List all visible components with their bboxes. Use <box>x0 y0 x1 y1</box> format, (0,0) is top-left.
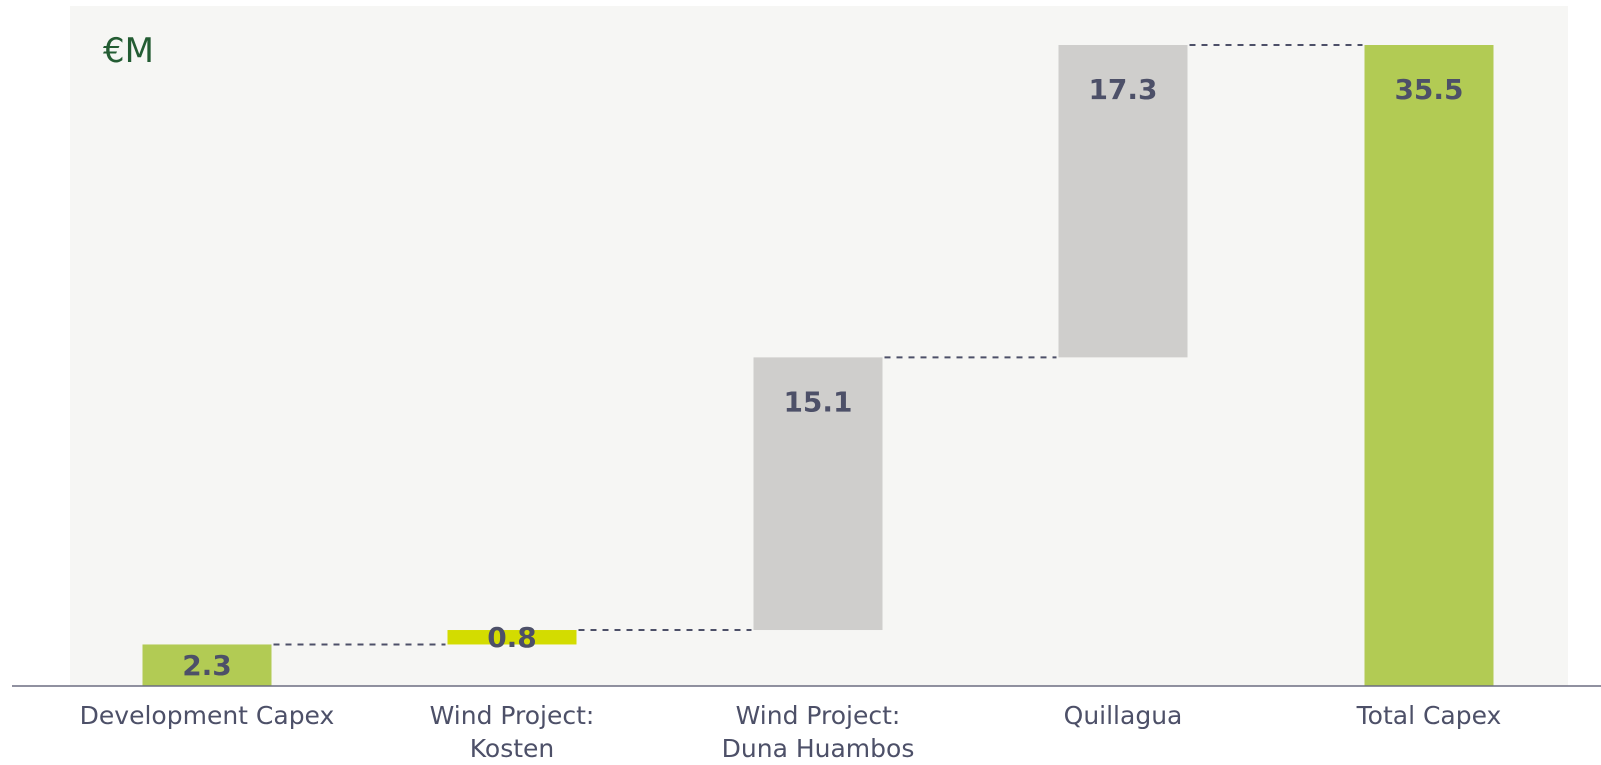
value-label-2: 0.8 <box>487 621 537 654</box>
value-label-1: 2.3 <box>182 649 232 682</box>
unit-label: €M <box>103 31 154 71</box>
bars <box>142 45 1494 686</box>
category-label-3-line-1: Wind Project: <box>736 701 901 730</box>
value-labels: 2.3 0.8 15.1 17.3 35.5 <box>182 73 1463 682</box>
value-label-5: 35.5 <box>1394 73 1463 106</box>
category-label-2-line-1: Wind Project: <box>430 701 595 730</box>
bar-2 <box>447 630 577 645</box>
category-label-5-line-1: Total Capex <box>1356 701 1502 730</box>
category-label-2-line-2: Kosten <box>470 734 555 763</box>
value-label-3: 15.1 <box>783 385 852 418</box>
category-label-1-line-1: Development Capex <box>80 701 335 730</box>
bar-5 <box>1364 45 1494 686</box>
category-label-4-line-1: Quillagua <box>1064 701 1183 730</box>
category-label-3-line-2: Duna Huambos <box>722 734 915 763</box>
category-labels: Development Capex Wind Project: Kosten Wind… <box>80 701 1502 763</box>
bar-1 <box>142 644 272 686</box>
bar-3 <box>753 357 883 631</box>
bar-4 <box>1058 45 1188 358</box>
value-label-4: 17.3 <box>1088 73 1157 106</box>
connector-lines <box>273 44 1363 646</box>
